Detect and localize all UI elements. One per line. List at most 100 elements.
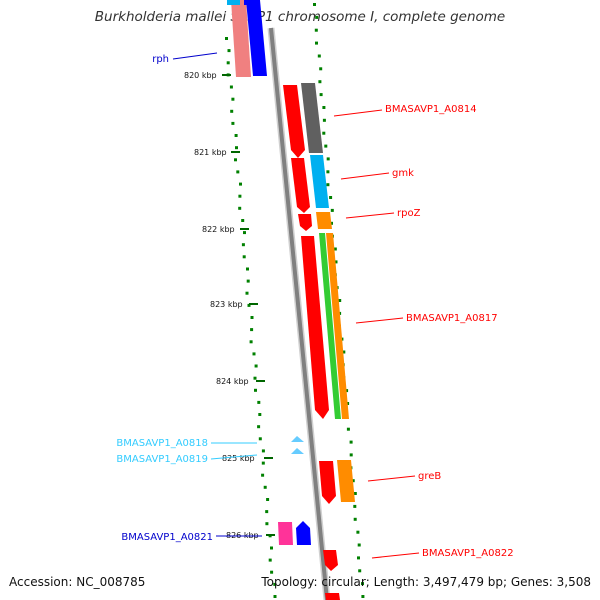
gene-a0817-feature-green[interactable] xyxy=(319,233,341,419)
gene-label-a0817[interactable]: BMASAVP1_A0817 xyxy=(406,313,498,324)
gc-dot xyxy=(358,569,362,573)
gene-a0819-cds[interactable] xyxy=(291,448,304,454)
gene-gmk-feature[interactable] xyxy=(310,155,329,208)
gene-label-a0821[interactable]: BMASAVP1_A0821 xyxy=(121,532,213,543)
gc-dot xyxy=(333,247,337,251)
gc-dot xyxy=(315,41,318,45)
tick-label: 824 kbp xyxy=(216,377,249,386)
leader-lines xyxy=(172,52,420,559)
gene-a0821-feature[interactable] xyxy=(278,522,293,545)
gc-dot xyxy=(353,504,357,508)
gc-dot xyxy=(234,134,238,137)
gc-dot xyxy=(349,440,353,444)
tick-label: 820 kbp xyxy=(184,71,217,80)
gc-dot xyxy=(315,15,319,19)
gene-label-rpoz[interactable]: rpoZ xyxy=(397,208,421,219)
gc-dot xyxy=(322,118,326,122)
tick-label: 822 kbp xyxy=(202,225,235,234)
gc-dot xyxy=(235,146,238,150)
gene-cds-cyan-top[interactable] xyxy=(227,0,240,5)
accession-text: Accession: NC_008785 xyxy=(9,575,146,589)
gene-label-greb[interactable]: greB xyxy=(418,471,441,482)
gc-dot xyxy=(357,556,360,560)
gene-a0814-feature[interactable] xyxy=(301,83,323,153)
gc-dot xyxy=(243,231,246,235)
leader-a0814 xyxy=(333,109,383,117)
gene-label-a0819[interactable]: BMASAVP1_A0819 xyxy=(116,454,208,465)
map-title: Burkholderia mallei SAVP1 chromosome I, … xyxy=(94,9,506,25)
gc-dot xyxy=(241,243,245,247)
gene-label-rph[interactable]: rph xyxy=(152,54,169,65)
gene-label-gmk[interactable]: gmk xyxy=(392,168,414,179)
gc-dot xyxy=(349,453,353,457)
gc-dot xyxy=(268,558,272,562)
gene-bottom-partial[interactable] xyxy=(325,593,340,600)
gc-dot xyxy=(250,328,254,332)
gc-dot xyxy=(258,413,262,416)
leader-a0819 xyxy=(210,454,258,460)
gc-dot xyxy=(254,364,258,368)
gc-dot xyxy=(230,109,234,113)
gc-dot xyxy=(330,208,334,212)
gc-dot xyxy=(345,389,349,393)
gene-label-a0818[interactable]: BMASAVP1_A0818 xyxy=(116,438,208,449)
tick-marks xyxy=(222,74,275,536)
gene-rpoz-cds[interactable] xyxy=(298,214,312,231)
gc-dot xyxy=(231,97,235,101)
gene-a0818-cds[interactable] xyxy=(291,436,304,442)
gene-rph-feature[interactable] xyxy=(231,0,251,77)
gc-dot xyxy=(249,340,253,344)
gc-dot xyxy=(238,194,242,198)
gc-track-left xyxy=(225,37,277,598)
gc-dot xyxy=(239,182,242,186)
gc-dot xyxy=(322,131,326,135)
gc-dot xyxy=(273,582,277,586)
gene-greb-feature[interactable] xyxy=(337,460,355,502)
gc-dot xyxy=(257,400,261,404)
gc-dot xyxy=(246,279,250,283)
gene-labels: rph BMASAVP1_A0814 gmk rpoZ BMASAVP1_A08… xyxy=(116,54,513,559)
gc-dot xyxy=(257,425,261,429)
gc-dot xyxy=(322,106,326,109)
gene-a0817-cds[interactable] xyxy=(301,236,329,419)
backbone xyxy=(269,27,329,600)
gc-dot xyxy=(265,510,269,514)
leader-gmk xyxy=(340,172,390,180)
gene-label-a0822[interactable]: BMASAVP1_A0822 xyxy=(422,548,514,559)
gc-dot xyxy=(353,517,357,521)
gc-dot xyxy=(361,582,364,586)
gc-dot xyxy=(326,170,330,174)
gc-dot xyxy=(314,28,318,32)
gc-dot xyxy=(227,49,231,53)
gc-dot xyxy=(346,427,350,431)
gc-dot xyxy=(356,530,360,534)
gc-dot xyxy=(234,158,237,162)
genome-summary: Topology: circular; Length: 3,497,479 bp… xyxy=(261,575,591,589)
gc-dot xyxy=(351,479,355,483)
gc-dot xyxy=(236,170,240,174)
gc-dot xyxy=(326,157,330,161)
gc-dot xyxy=(247,303,251,307)
gene-a0822-cds[interactable] xyxy=(323,550,338,571)
gc-dot xyxy=(330,221,333,225)
gc-dot xyxy=(246,267,249,271)
gc-dot xyxy=(226,61,230,65)
leader-rph xyxy=(172,52,218,60)
gc-dot xyxy=(324,144,328,148)
gene-a0817-feature-orange[interactable] xyxy=(326,233,349,419)
gc-dot xyxy=(250,316,254,319)
gene-a0821-cds[interactable] xyxy=(296,521,311,545)
leader-a0822 xyxy=(371,552,420,559)
gc-dot xyxy=(317,54,321,58)
gc-dot xyxy=(319,93,323,97)
gene-gmk-cds[interactable] xyxy=(291,158,310,213)
gene-rpoz-feature[interactable] xyxy=(316,212,332,229)
gene-greb-cds[interactable] xyxy=(319,461,336,504)
gc-dot xyxy=(252,352,256,356)
gc-dot xyxy=(258,437,262,441)
gene-rph-cds[interactable] xyxy=(246,0,267,76)
gene-a0814-cds[interactable] xyxy=(283,85,305,158)
gene-label-a0814[interactable]: BMASAVP1_A0814 xyxy=(385,104,477,115)
